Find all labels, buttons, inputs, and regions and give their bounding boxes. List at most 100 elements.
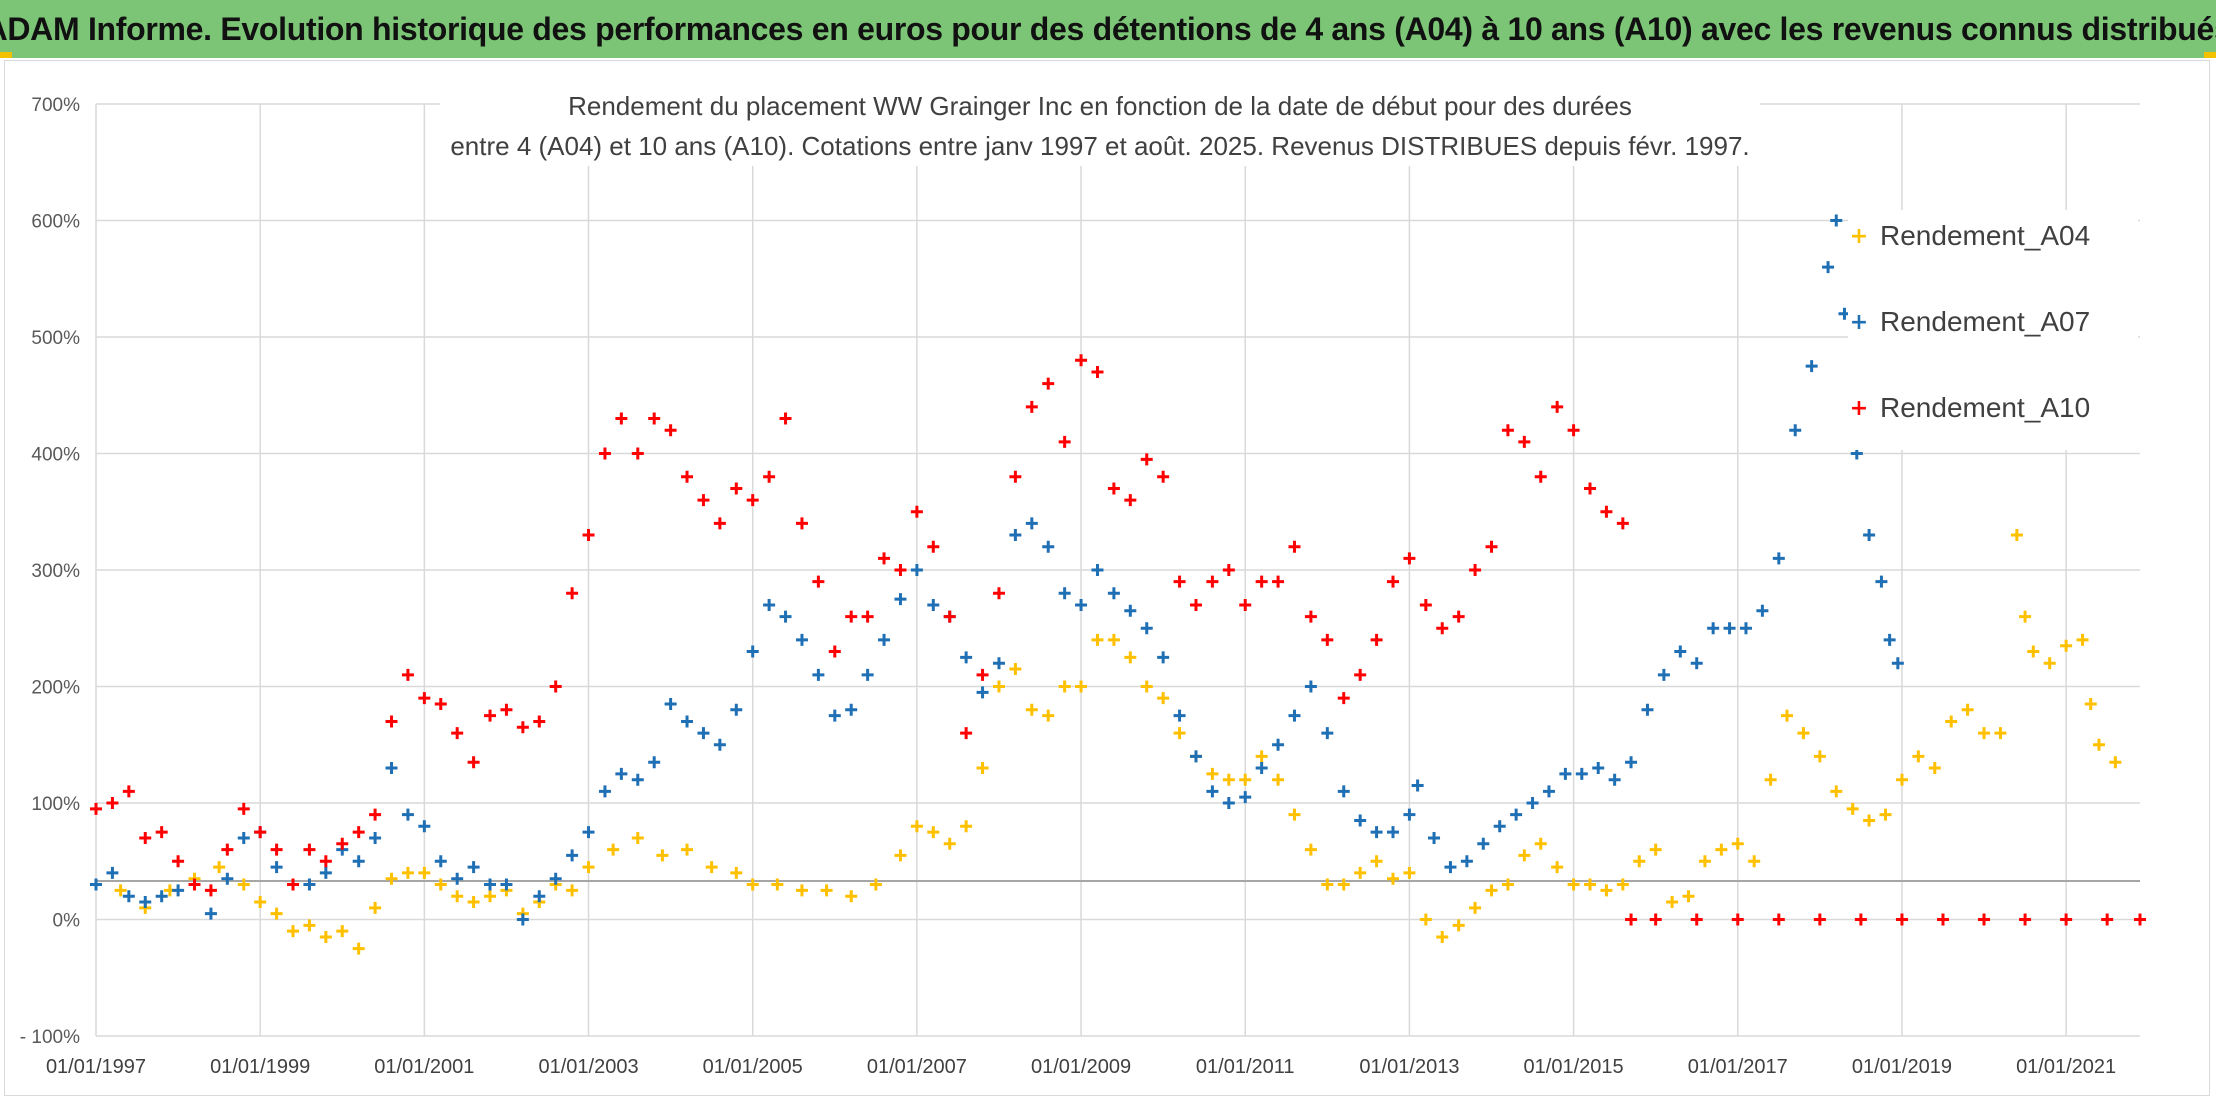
data-point [1321,727,1334,740]
data-point [1042,377,1055,390]
data-point [106,866,119,879]
data-point [1928,762,1941,775]
data-point [237,831,250,844]
data-point [681,715,694,728]
data-point [1813,750,1826,763]
banner-accent-left [0,52,12,58]
data-point [484,890,497,903]
data-point [910,820,923,833]
data-point [1206,575,1219,588]
data-point [369,901,382,914]
data-point [894,564,907,576]
data-point [1387,575,1399,588]
data-point [1912,750,1925,763]
data-point [2027,645,2040,658]
data-point [1025,517,1038,530]
data-point [352,942,365,955]
chart-title: Rendement du placement WW Grainger Inc e… [440,86,1760,166]
data-point [1058,435,1071,448]
y-tick-label: 600% [31,212,80,233]
data-point [451,872,464,885]
data-point [270,861,283,874]
data-point [1452,610,1465,623]
data-point [1403,808,1416,821]
data-point [533,890,546,903]
data-point [598,785,611,798]
legend-marker-a04: + [1849,223,1869,249]
data-point [1600,884,1613,897]
data-point [1272,738,1285,751]
data-point [303,843,316,856]
data-point [155,826,168,839]
data-point [1739,622,1752,635]
data-point [213,861,226,874]
data-point [1518,849,1531,862]
data-point [1625,913,1638,926]
data-point [237,802,250,815]
data-point [1748,855,1761,868]
data-point [1608,773,1621,786]
data-point [1477,837,1490,850]
data-point [336,925,349,938]
data-point [1387,826,1399,839]
data-point [1140,622,1153,635]
legend-item-a04: + Rendement_A04 [1848,216,2090,256]
data-point [1157,692,1170,705]
legend-label-a10: Rendement_A10 [1880,392,2091,423]
data-point [1288,540,1301,553]
data-point [960,727,973,740]
data-point [1255,762,1268,775]
data-point [1534,470,1547,483]
data-point [746,878,759,891]
data-point [1690,657,1703,670]
data-point [418,866,431,879]
data-point [1731,913,1744,926]
legend-marker-a10: + [1849,395,1869,421]
data-point [927,826,940,839]
data-point [451,890,464,903]
data-point [1559,767,1572,780]
data-point [352,855,365,868]
data-point [1124,651,1137,664]
data-point [1797,727,1810,740]
data-point [1945,715,1958,728]
data-point [467,896,480,909]
data-point [1288,709,1301,722]
data-point [1354,668,1367,681]
data-point [746,494,759,507]
data-point [500,878,513,891]
data-point [795,517,808,530]
data-point [385,872,398,885]
legend-item-a10: + Rendement_A10 [1848,388,2090,428]
data-point [336,837,349,850]
data-point [2010,529,2023,542]
data-point [1698,855,1711,868]
data-point [155,890,168,903]
data-point [1879,808,1892,821]
data-point [566,884,579,897]
data-point [1206,785,1219,798]
data-point [106,797,119,809]
data-point [1222,773,1235,786]
data-point [2109,756,2122,769]
data-point [878,552,891,565]
data-point [1649,843,1662,856]
data-point [820,884,833,897]
data-point [1542,785,1555,798]
data-point [910,564,923,576]
data-point [1436,930,1449,943]
data-point [451,727,464,740]
data-point [418,692,431,705]
legend-marker-a07: + [1849,309,1869,335]
data-point [763,598,776,611]
data-point [1485,540,1498,553]
data-point [467,756,480,769]
data-point [1756,604,1769,617]
data-point [1337,692,1350,705]
data-point [1419,913,1432,926]
data-point [1854,913,1867,926]
data-point [1666,896,1679,909]
legend-label-a04: Rendement_A04 [1880,220,2091,251]
data-point [1501,424,1514,437]
